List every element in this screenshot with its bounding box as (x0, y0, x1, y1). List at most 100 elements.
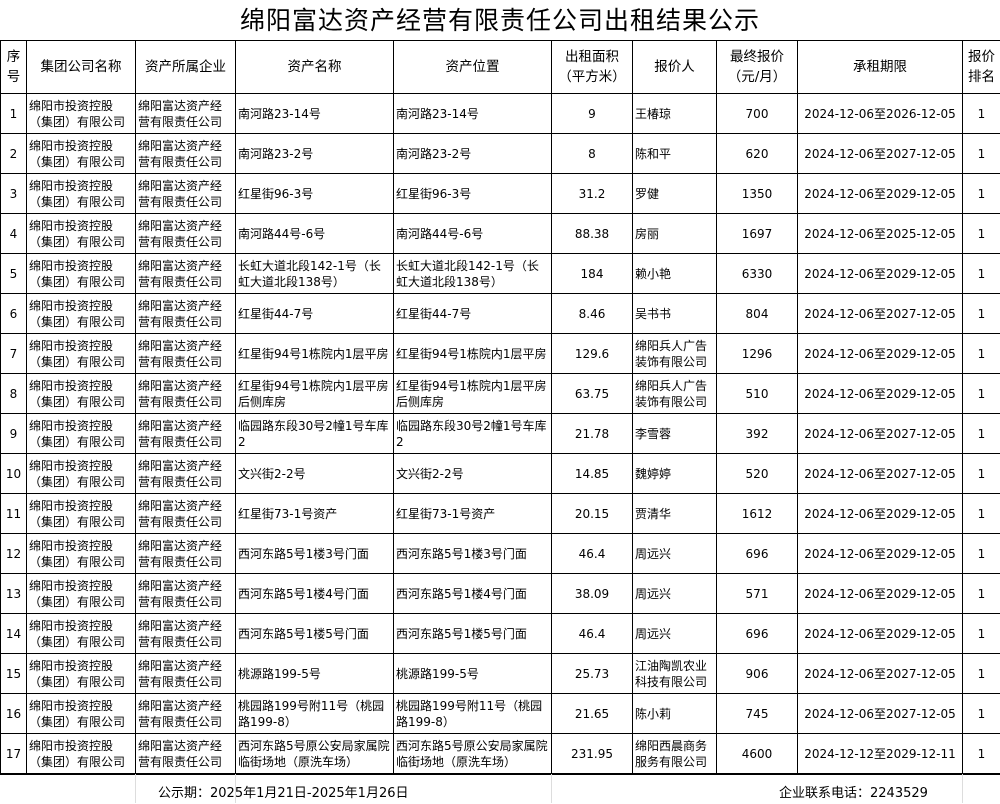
cell-asset-name: 临园路东段30号2幢1号车库2 (236, 414, 394, 454)
header-lease-term: 承租期限 (798, 41, 963, 94)
cell-bidder: 吴书书 (633, 294, 717, 334)
cell-rank: 1 (963, 174, 1000, 214)
cell-index: 2 (1, 134, 27, 174)
cell-asset-location: 西河东路5号1楼4号门面 (394, 574, 552, 614)
cell-asset-location: 红星街96-3号 (394, 174, 552, 214)
cell-asset-location: 红星街94号1栋院内1层平房后侧库房 (394, 374, 552, 414)
cell-area: 46.4 (552, 614, 633, 654)
cell-final-price: 620 (717, 134, 798, 174)
cell-group-company: 绵阳市投资控股（集团）有限公司 (27, 134, 136, 174)
table-header-row: 序号集团公司名称资产所属企业资产名称资产位置出租面积（平方米）报价人最终报价（元… (1, 41, 1000, 94)
cell-bidder: 陈和平 (633, 134, 717, 174)
cell-group-company: 绵阳市投资控股（集团）有限公司 (27, 614, 136, 654)
cell-owner-company: 绵阳富达资产经营有限责任公司 (136, 494, 236, 534)
cell-asset-name: 南河路23-2号 (236, 134, 394, 174)
cell-area: 21.65 (552, 694, 633, 734)
cell-final-price: 1612 (717, 494, 798, 534)
cell-group-company: 绵阳市投资控股（集团）有限公司 (27, 694, 136, 734)
cell-final-price: 696 (717, 614, 798, 654)
cell-asset-name: 西河东路5号1楼4号门面 (236, 574, 394, 614)
cell-group-company: 绵阳市投资控股（集团）有限公司 (27, 254, 136, 294)
cell-index: 4 (1, 214, 27, 254)
cell-index: 5 (1, 254, 27, 294)
header-group-company: 集团公司名称 (27, 41, 136, 94)
cell-asset-location: 西河东路5号1楼5号门面 (394, 614, 552, 654)
cell-group-company: 绵阳市投资控股（集团）有限公司 (27, 414, 136, 454)
cell-owner-company: 绵阳富达资产经营有限责任公司 (136, 694, 236, 734)
cell-index: 16 (1, 694, 27, 734)
header-rank: 报价排名 (963, 41, 1000, 94)
cell-asset-location: 南河路44号-6号 (394, 214, 552, 254)
cell-owner-company: 绵阳富达资产经营有限责任公司 (136, 654, 236, 694)
cell-index: 11 (1, 494, 27, 534)
cell-group-company: 绵阳市投资控股（集团）有限公司 (27, 734, 136, 774)
cell-asset-name: 南河路44号-6号 (236, 214, 394, 254)
cell-asset-location: 红星街73-1号资产 (394, 494, 552, 534)
cell-rank: 1 (963, 254, 1000, 294)
cell-group-company: 绵阳市投资控股（集团）有限公司 (27, 174, 136, 214)
cell-lease-term: 2024-12-06至2029-12-05 (798, 534, 963, 574)
cell-owner-company: 绵阳富达资产经营有限责任公司 (136, 94, 236, 134)
cell-asset-location: 红星街44-7号 (394, 294, 552, 334)
cell-bidder: 赖小艳 (633, 254, 717, 294)
cell-area: 46.4 (552, 534, 633, 574)
cell-bidder: 绵阳兵人广告装饰有限公司 (633, 374, 717, 414)
cell-bidder: 王椿琼 (633, 94, 717, 134)
cell-asset-location: 临园路东段30号2幢1号车库2 (394, 414, 552, 454)
cell-bidder: 陈小莉 (633, 694, 717, 734)
cell-rank: 1 (963, 734, 1000, 774)
cell-rank: 1 (963, 494, 1000, 534)
cell-asset-name: 南河路23-14号 (236, 94, 394, 134)
cell-lease-term: 2024-12-06至2029-12-05 (798, 254, 963, 294)
cell-rank: 1 (963, 214, 1000, 254)
cell-asset-name: 红星街73-1号资产 (236, 494, 394, 534)
header-owner-company: 资产所属企业 (136, 41, 236, 94)
cell-owner-company: 绵阳富达资产经营有限责任公司 (136, 294, 236, 334)
cell-final-price: 520 (717, 454, 798, 494)
cell-lease-term: 2024-12-06至2029-12-05 (798, 334, 963, 374)
gridline (235, 774, 236, 803)
cell-rank: 1 (963, 334, 1000, 374)
cell-final-price: 4600 (717, 734, 798, 774)
cell-index: 17 (1, 734, 27, 774)
gridline (135, 774, 136, 803)
header-bidder: 报价人 (633, 41, 717, 94)
cell-owner-company: 绵阳富达资产经营有限责任公司 (136, 734, 236, 774)
cell-bidder: 周远兴 (633, 614, 717, 654)
cell-asset-name: 西河东路5号1楼3号门面 (236, 534, 394, 574)
cell-group-company: 绵阳市投资控股（集团）有限公司 (27, 654, 136, 694)
cell-group-company: 绵阳市投资控股（集团）有限公司 (27, 574, 136, 614)
cell-asset-location: 桃源路199-5号 (394, 654, 552, 694)
cell-area: 25.73 (552, 654, 633, 694)
cell-group-company: 绵阳市投资控股（集团）有限公司 (27, 454, 136, 494)
cell-lease-term: 2024-12-12至2029-12-11 (798, 734, 963, 774)
cell-asset-location: 西河东路5号原公安局家属院临街场地（原洗车场） (394, 734, 552, 774)
cell-area: 14.85 (552, 454, 633, 494)
cell-index: 6 (1, 294, 27, 334)
header-area: 出租面积（平方米） (552, 41, 633, 94)
cell-lease-term: 2024-12-06至2025-12-05 (798, 214, 963, 254)
cell-lease-term: 2024-12-06至2027-12-05 (798, 414, 963, 454)
cell-bidder: 周远兴 (633, 574, 717, 614)
cell-area: 231.95 (552, 734, 633, 774)
cell-asset-name: 桃园路199号附11号（桃园路199-8） (236, 694, 394, 734)
cell-rank: 1 (963, 694, 1000, 734)
cell-final-price: 700 (717, 94, 798, 134)
rental-results-table: 序号集团公司名称资产所属企业资产名称资产位置出租面积（平方米）报价人最终报价（元… (0, 40, 1000, 774)
cell-bidder: 绵阳兵人广告装饰有限公司 (633, 334, 717, 374)
cell-lease-term: 2024-12-06至2027-12-05 (798, 294, 963, 334)
cell-asset-name: 红星街96-3号 (236, 174, 394, 214)
cell-owner-company: 绵阳富达资产经营有限责任公司 (136, 214, 236, 254)
cell-final-price: 6330 (717, 254, 798, 294)
cell-bidder: 魏婷婷 (633, 454, 717, 494)
cell-lease-term: 2024-12-06至2029-12-05 (798, 614, 963, 654)
cell-area: 20.15 (552, 494, 633, 534)
cell-owner-company: 绵阳富达资产经营有限责任公司 (136, 534, 236, 574)
cell-lease-term: 2024-12-06至2026-12-05 (798, 94, 963, 134)
